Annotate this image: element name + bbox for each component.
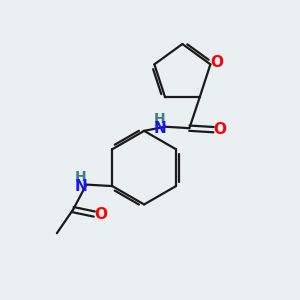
Text: N: N [154,121,166,136]
Text: N: N [75,178,87,194]
Text: H: H [154,112,166,126]
Text: O: O [210,56,224,70]
Text: O: O [214,122,226,137]
Text: H: H [75,170,87,184]
Text: O: O [94,206,107,221]
